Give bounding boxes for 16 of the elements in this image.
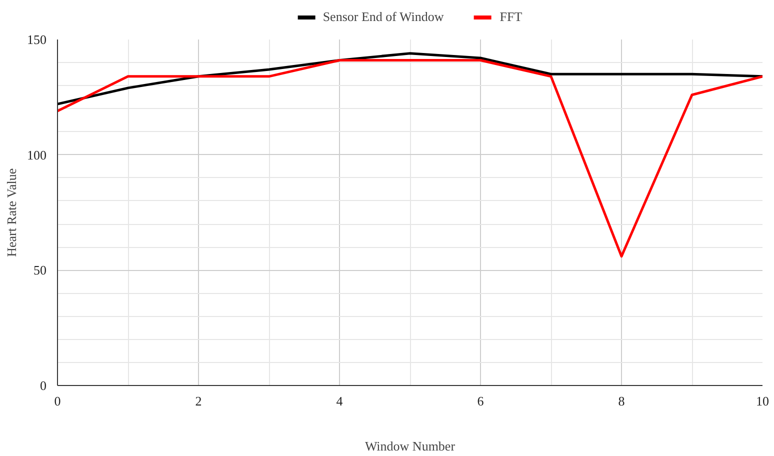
x-tick-label: 4 (336, 394, 344, 408)
legend-label: Sensor End of Window (322, 9, 444, 25)
y-tick-label: 0 (40, 378, 46, 393)
x-tick-label: 6 (477, 394, 484, 408)
y-axis-title: Heart Rate Value (4, 168, 19, 257)
x-tick-label: 2 (195, 394, 202, 408)
y-tick-label: 100 (27, 147, 46, 162)
y-tick-label: 50 (34, 262, 46, 278)
legend-label: FFT (500, 9, 522, 25)
y-tick-label: 150 (27, 32, 46, 47)
line-series (58, 59, 762, 258)
x-tick-label: 8 (618, 394, 625, 408)
x-axis-title: Window Number (364, 438, 456, 454)
x-tick-label: 10 (756, 394, 769, 408)
line-series (58, 52, 762, 106)
x-tick-label: 0 (54, 394, 61, 408)
